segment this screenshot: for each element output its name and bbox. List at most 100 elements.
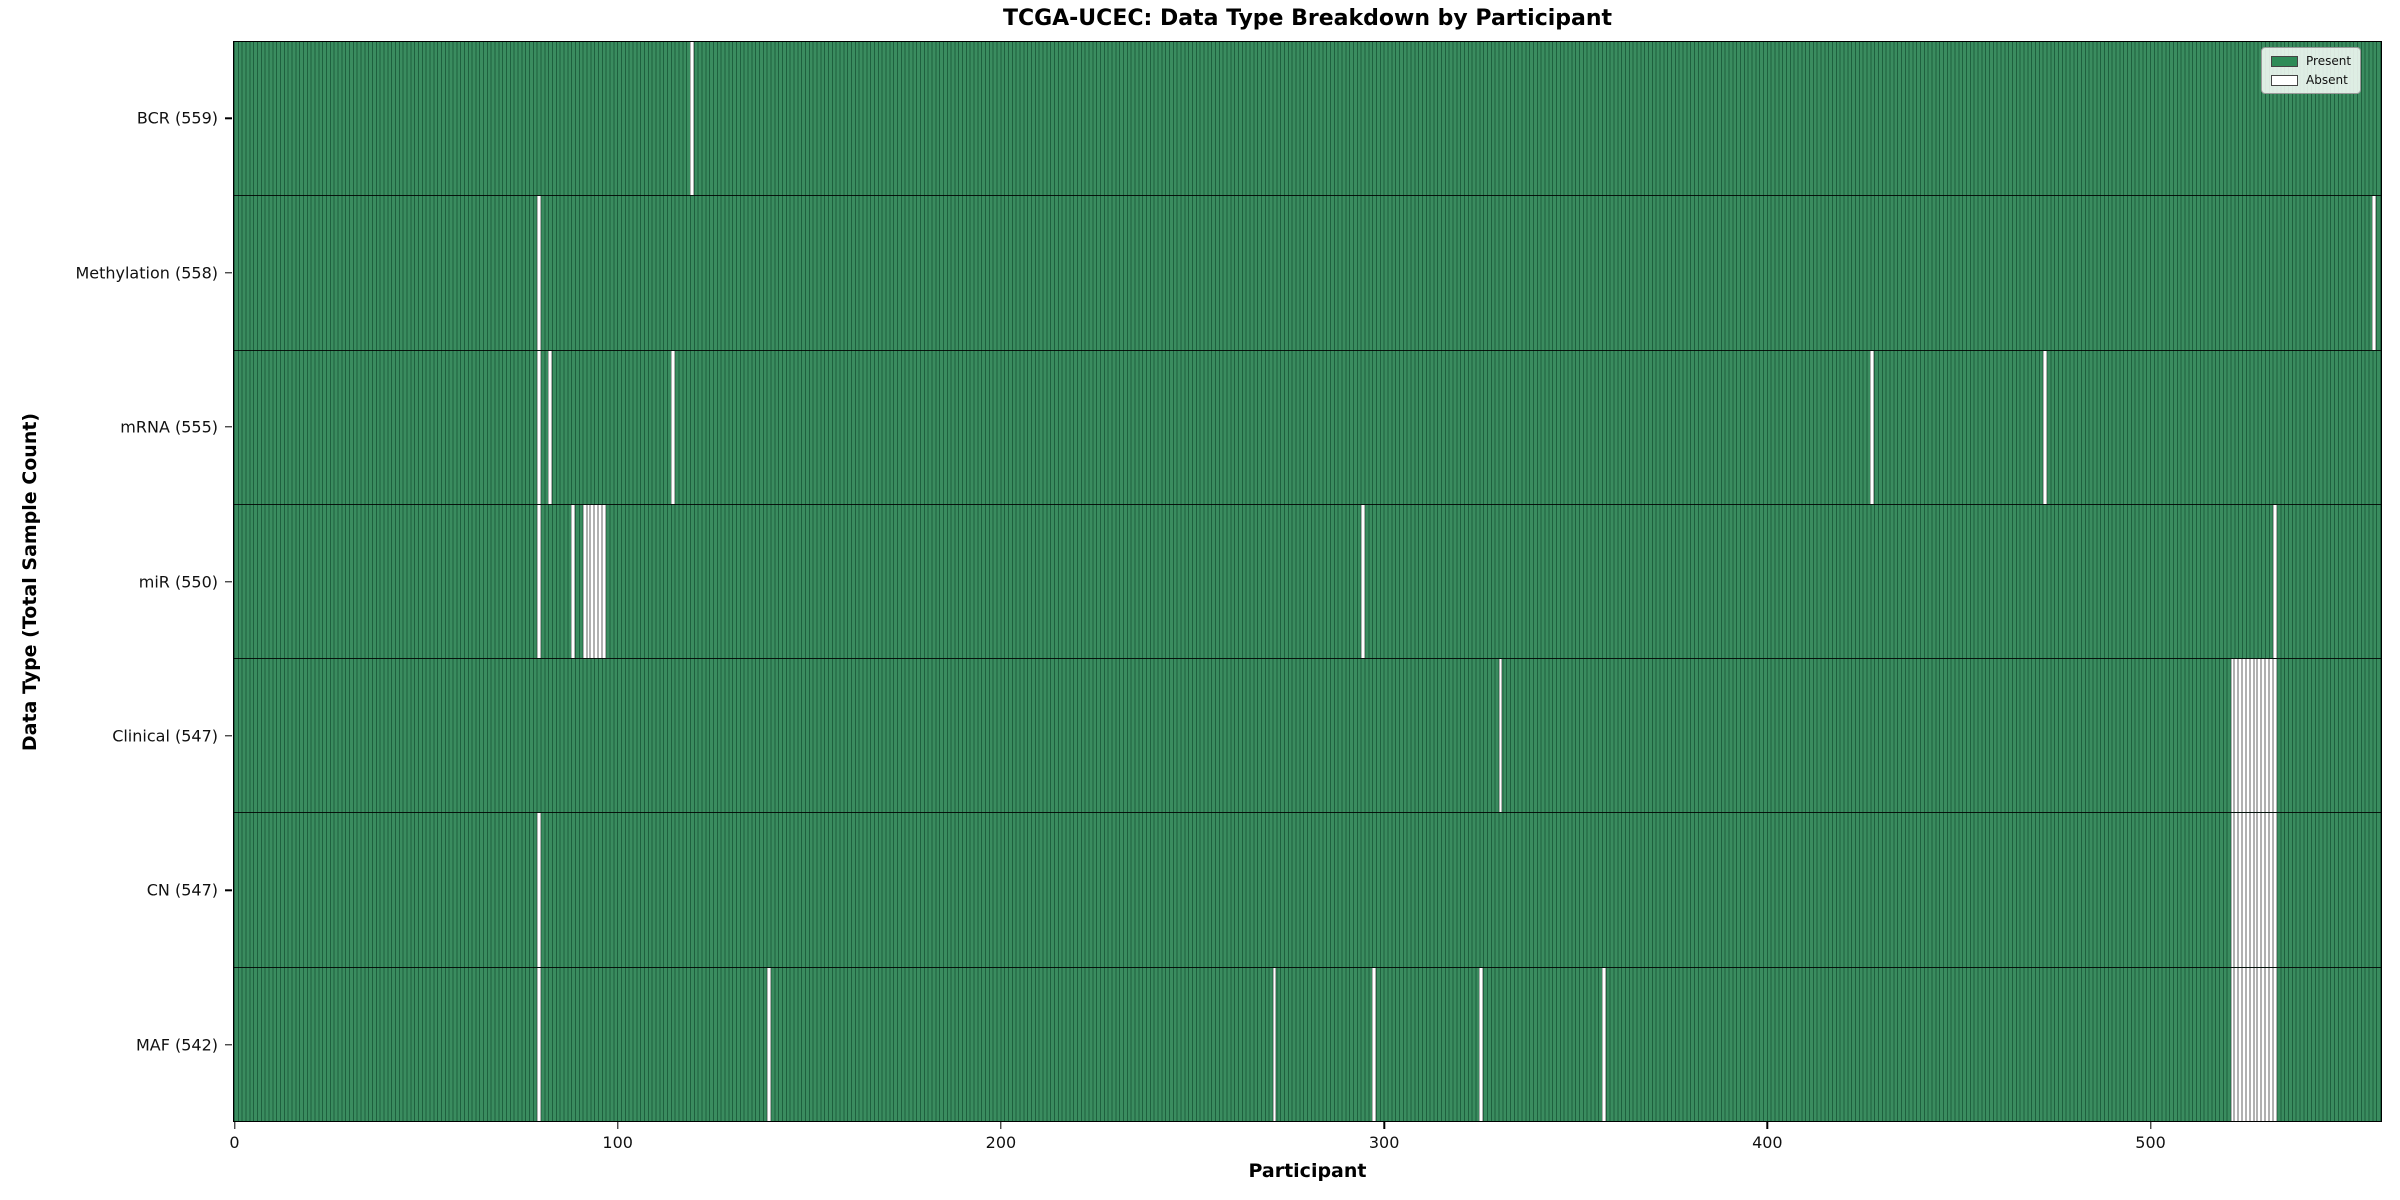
absent-mark [548, 350, 553, 504]
absent-mark [571, 504, 576, 659]
absent-mark [2268, 813, 2273, 967]
absent-mark [2238, 659, 2243, 813]
absent-mark [2257, 967, 2262, 1121]
absent-mark [1360, 504, 1365, 659]
y-tick-mark [225, 117, 232, 119]
absent-mark [2261, 813, 2266, 967]
absent-mark [1272, 967, 1277, 1121]
absent-mark [2230, 967, 2235, 1121]
y-tick-label: MAF (542) [135, 1035, 218, 1055]
row-clinical [234, 658, 2381, 813]
absent-mark [2253, 659, 2258, 813]
absent-mark [2245, 659, 2250, 813]
legend-label: Absent [2306, 73, 2348, 87]
absent-mark [2234, 659, 2239, 813]
x-axis-label: Participant [1248, 1160, 1367, 1182]
absent-mark [2242, 813, 2246, 967]
absent-mark [536, 504, 541, 659]
absent-mark [594, 504, 599, 659]
absent-mark [2265, 967, 2269, 1121]
legend-patch-icon [2271, 74, 2298, 86]
absent-mark [2042, 350, 2047, 504]
absent-mark [1479, 967, 1484, 1121]
x-tick-mark [1383, 1122, 1385, 1129]
absent-mark [2268, 659, 2273, 813]
y-tick-mark [225, 735, 232, 737]
absent-mark [2249, 813, 2254, 967]
absent-mark [2242, 967, 2246, 1121]
chart-title: TCGA-UCEC: Data Type Breakdown by Partic… [1002, 6, 1613, 31]
absent-mark [2265, 659, 2269, 813]
row-bcr [234, 42, 2381, 196]
row-cn [234, 812, 2381, 967]
x-tick-mark [1000, 1122, 1002, 1129]
row-maf [234, 966, 2381, 1121]
absent-mark [2234, 967, 2239, 1121]
y-tick-label: mRNA (555) [120, 417, 218, 437]
absent-mark [766, 967, 771, 1121]
absent-mark [2272, 813, 2277, 967]
y-tick-label: Clinical (547) [112, 726, 218, 746]
legend-label: Present [2306, 54, 2352, 68]
plot-area [233, 41, 2382, 1122]
absent-mark [2234, 813, 2239, 967]
absent-mark [536, 350, 541, 504]
absent-mark [2261, 967, 2266, 1121]
absent-mark [1602, 967, 1606, 1121]
absent-mark [536, 967, 541, 1121]
absent-mark [2230, 813, 2235, 967]
absent-mark [1870, 350, 1875, 504]
y-tick-mark [225, 1044, 232, 1046]
legend: Present Absent [2261, 47, 2362, 94]
absent-mark [2272, 967, 2277, 1121]
absent-mark [2257, 659, 2262, 813]
x-tick-label: 300 [1368, 1133, 1400, 1152]
absent-mark [2245, 967, 2250, 1121]
y-tick-mark [225, 426, 232, 428]
absent-mark [2249, 967, 2254, 1121]
absent-mark [670, 350, 675, 504]
absent-mark [2238, 967, 2243, 1121]
absent-mark [536, 813, 541, 967]
absent-mark [690, 42, 694, 196]
absent-mark [598, 504, 602, 659]
legend-patch-icon [2271, 55, 2298, 67]
y-tick-mark [225, 271, 232, 274]
row-mir [234, 503, 2381, 659]
legend-entry-present: Present [2271, 55, 2351, 67]
y-tick-label: miR (550) [138, 572, 218, 591]
x-tick-mark [2149, 1122, 2152, 1129]
absent-mark [2242, 659, 2246, 813]
x-tick-label: 100 [602, 1133, 633, 1152]
x-tick-mark [617, 1122, 619, 1129]
y-tick-mark [225, 889, 232, 892]
absent-mark [536, 196, 541, 350]
absent-mark [2230, 659, 2235, 813]
absent-mark [1372, 967, 1377, 1121]
x-tick-label: 0 [229, 1133, 240, 1152]
x-tick-mark [233, 1122, 236, 1129]
absent-mark [2261, 659, 2266, 813]
absent-mark [2272, 659, 2277, 813]
y-tick-label: CN (547) [146, 880, 218, 900]
y-tick-label: BCR (559) [136, 108, 218, 128]
y-tick-label: Methylation (558) [75, 263, 218, 283]
absent-mark [2253, 967, 2258, 1121]
y-tick-mark [225, 580, 232, 583]
absent-mark [2268, 967, 2273, 1121]
absent-mark [586, 504, 591, 659]
row-mrna [234, 349, 2381, 504]
row-methylation [234, 195, 2381, 350]
absent-mark [2253, 813, 2258, 967]
absent-mark [2249, 659, 2254, 813]
absent-mark [582, 504, 587, 659]
x-tick-label: 400 [1752, 1133, 1783, 1152]
x-tick-label: 200 [985, 1133, 1017, 1152]
absent-mark [2265, 813, 2269, 967]
legend-entry-absent: Absent [2271, 74, 2351, 86]
x-tick-mark [1766, 1122, 1769, 1129]
absent-mark [601, 504, 606, 659]
x-tick-label: 500 [2135, 1133, 2166, 1152]
absent-mark [2372, 196, 2377, 350]
absent-mark [1498, 659, 1503, 813]
